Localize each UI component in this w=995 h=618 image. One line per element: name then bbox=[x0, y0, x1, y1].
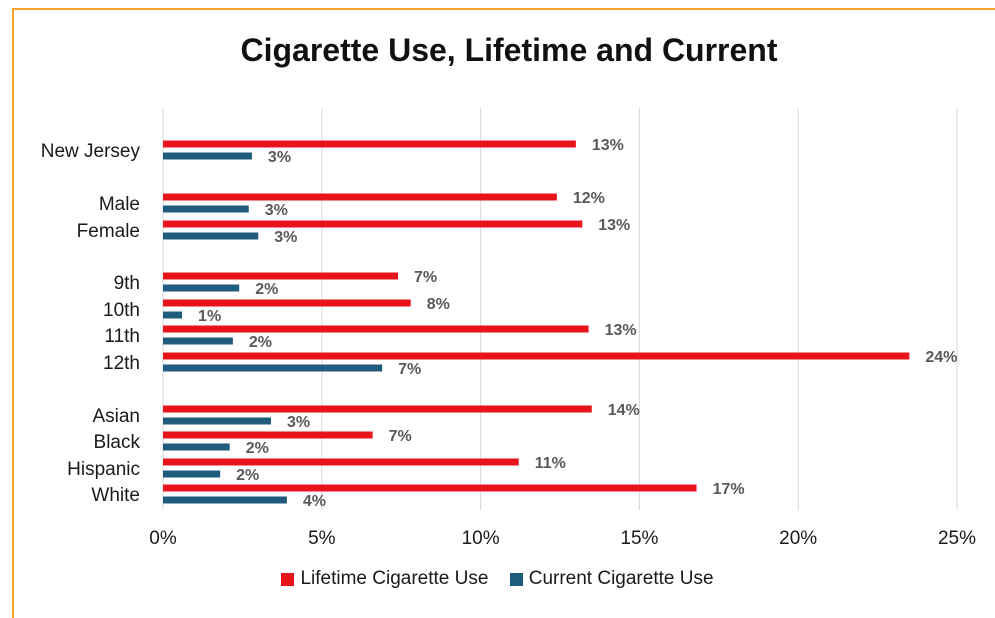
bar bbox=[163, 364, 383, 372]
bar bbox=[163, 325, 589, 333]
data-label: 7% bbox=[398, 361, 421, 378]
bar bbox=[163, 205, 249, 213]
data-label: 4% bbox=[303, 493, 326, 510]
data-label: 3% bbox=[274, 229, 297, 246]
category-label: Hispanic bbox=[67, 459, 140, 480]
data-label: 3% bbox=[265, 202, 288, 219]
data-label: 7% bbox=[414, 269, 437, 286]
x-tick-label: 10% bbox=[462, 528, 500, 549]
legend-item-current: Current Cigarette Use bbox=[509, 568, 714, 590]
bar bbox=[163, 337, 233, 345]
bar bbox=[163, 152, 252, 160]
bar bbox=[163, 496, 287, 504]
data-label: 24% bbox=[925, 349, 957, 366]
bar bbox=[163, 193, 557, 201]
category-label: 9th bbox=[114, 273, 140, 294]
category-label: 11th bbox=[104, 326, 140, 347]
bar bbox=[163, 284, 240, 292]
frame-border-left bbox=[12, 8, 14, 618]
bar bbox=[163, 431, 373, 439]
frame-border-top bbox=[12, 8, 995, 10]
category-label: New Jersey bbox=[41, 141, 141, 162]
data-label: 2% bbox=[249, 334, 272, 351]
data-label: 3% bbox=[287, 414, 310, 431]
category-label: 12th bbox=[103, 353, 140, 374]
chart-legend: Lifetime Cigarette Use Current Cigarette… bbox=[0, 568, 995, 592]
legend-label-lifetime: Lifetime Cigarette Use bbox=[300, 568, 489, 589]
category-label: White bbox=[91, 485, 140, 506]
bar bbox=[163, 443, 230, 451]
category-label: 10th bbox=[103, 300, 140, 321]
bar bbox=[163, 352, 910, 360]
x-tick-label: 0% bbox=[149, 528, 177, 549]
bar bbox=[163, 232, 259, 240]
bar bbox=[163, 311, 183, 319]
bar bbox=[163, 405, 592, 413]
bar bbox=[163, 272, 399, 280]
legend-swatch-current bbox=[509, 572, 523, 586]
data-label: 11% bbox=[535, 455, 566, 472]
data-label: 2% bbox=[246, 440, 269, 457]
bar bbox=[163, 484, 697, 492]
bar bbox=[163, 458, 519, 466]
category-label: Female bbox=[77, 221, 140, 242]
data-label: 2% bbox=[255, 281, 278, 298]
bar bbox=[163, 417, 271, 425]
bar bbox=[163, 470, 221, 478]
legend-item-lifetime: Lifetime Cigarette Use bbox=[281, 568, 488, 590]
category-label: Black bbox=[94, 432, 141, 453]
x-tick-label: 5% bbox=[308, 528, 336, 549]
x-tick-label: 20% bbox=[779, 528, 817, 549]
bar bbox=[163, 220, 583, 228]
legend-label-current: Current Cigarette Use bbox=[528, 568, 714, 589]
data-label: 17% bbox=[713, 481, 745, 498]
x-tick-label: 25% bbox=[938, 528, 976, 549]
legend-swatch-lifetime bbox=[281, 572, 295, 586]
bar bbox=[163, 299, 411, 307]
x-tick-label: 15% bbox=[620, 528, 658, 549]
chart-title: Cigarette Use, Lifetime and Current bbox=[240, 32, 778, 68]
data-label: 13% bbox=[605, 322, 637, 339]
data-label: 1% bbox=[198, 308, 221, 325]
category-label: Male bbox=[99, 194, 140, 215]
data-label: 13% bbox=[598, 217, 630, 234]
data-label: 12% bbox=[573, 190, 605, 207]
bar bbox=[163, 140, 576, 148]
category-label: Asian bbox=[92, 406, 140, 427]
data-label: 8% bbox=[427, 296, 450, 313]
data-label: 7% bbox=[389, 428, 412, 445]
data-label: 2% bbox=[236, 467, 259, 484]
data-label: 3% bbox=[268, 149, 291, 166]
data-label: 14% bbox=[608, 402, 640, 419]
data-label: 13% bbox=[592, 137, 624, 154]
